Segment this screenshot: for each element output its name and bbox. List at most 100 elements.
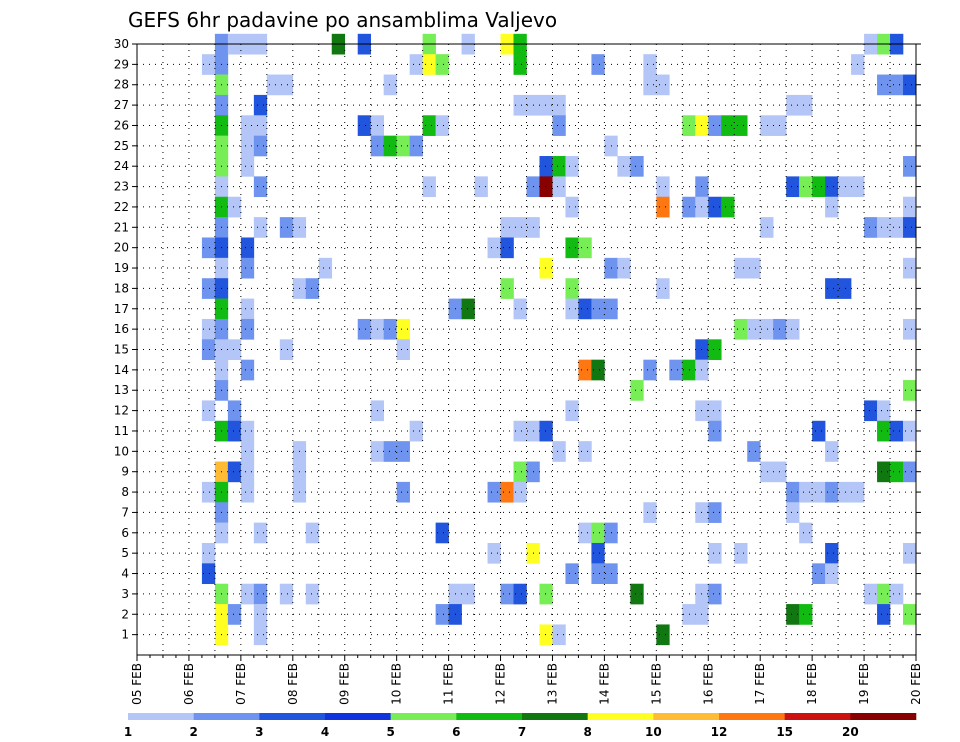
x-tick-label: 13 FEB (545, 663, 559, 705)
heatmap-cell (435, 522, 449, 544)
heatmap-cell (708, 542, 722, 564)
heatmap-cell (903, 156, 917, 177)
heatmap-cell (708, 502, 722, 523)
heatmap-cell (539, 583, 553, 605)
x-tick-label: 10 FEB (390, 663, 404, 705)
heatmap-cell (305, 278, 320, 299)
heatmap-cell (305, 583, 320, 605)
heatmap-cell (201, 339, 216, 360)
heatmap-cell (734, 542, 748, 564)
x-tick-label: 15 FEB (649, 663, 663, 705)
heatmap-cell (240, 441, 255, 462)
y-tick-label: 20 (114, 241, 129, 255)
heatmap-cell (409, 54, 423, 75)
heatmap-cell (903, 217, 917, 238)
heatmap-cell (435, 115, 449, 136)
heatmap-cell (565, 196, 579, 218)
heatmap-cell (513, 217, 527, 238)
heatmap-cell (747, 441, 761, 462)
heatmap-cell (838, 176, 852, 198)
heatmap-cell (539, 176, 553, 198)
heatmap-cell (890, 583, 904, 605)
heatmap-cell (474, 176, 488, 198)
colorbar-label: 4 (321, 725, 329, 739)
heatmap-cell (682, 604, 696, 625)
y-tick-label: 25 (114, 139, 129, 153)
heatmap-cell (825, 176, 839, 198)
heatmap-cell (513, 461, 527, 483)
heatmap-cell (877, 420, 891, 442)
y-tick-label: 12 (114, 404, 129, 418)
heatmap-cell (734, 115, 748, 136)
heatmap-cell (799, 176, 813, 198)
heatmap-cell (812, 481, 826, 503)
x-tick-label: 16 FEB (701, 663, 715, 705)
heatmap-cell (539, 156, 553, 177)
y-tick-label: 11 (114, 424, 129, 438)
heatmap-cell (734, 257, 748, 279)
heatmap-cell (500, 217, 514, 238)
heatmap-cell (253, 94, 268, 116)
heatmap-cell (864, 217, 878, 238)
heatmap-cell (708, 400, 722, 422)
heatmap-cell (838, 278, 852, 299)
heatmap-cell (383, 74, 397, 96)
colorbar-swatch (456, 713, 523, 720)
x-tick-label: 12 FEB (494, 663, 508, 705)
heatmap-cell (786, 502, 800, 523)
heatmap-cell (253, 115, 268, 136)
heatmap-cell (578, 359, 592, 381)
heatmap-cell (617, 156, 631, 177)
heatmap-cell (656, 196, 670, 218)
heatmap-cell (500, 278, 514, 299)
heatmap-cell (201, 542, 216, 564)
heatmap-cell (877, 217, 891, 238)
heatmap-cell (578, 441, 592, 462)
heatmap-cell (253, 522, 268, 544)
y-tick-label: 21 (114, 220, 129, 234)
heatmap-cell (240, 257, 255, 279)
heatmap-cell (513, 54, 527, 75)
heatmap-cell (799, 94, 813, 116)
heatmap-cell (552, 156, 566, 177)
heatmap-cell (877, 461, 891, 483)
heatmap-cell (513, 583, 527, 605)
heatmap-cell (903, 542, 917, 564)
y-tick-label: 9 (121, 465, 129, 479)
heatmap-cell (890, 217, 904, 238)
heatmap-cell (539, 94, 553, 116)
heatmap-cell (708, 420, 722, 442)
heatmap-cell (877, 604, 891, 625)
heatmap-cell (201, 400, 216, 422)
heatmap-cell (630, 583, 644, 605)
y-tick-label: 4 (121, 567, 129, 581)
heatmap-cell (409, 135, 423, 157)
heatmap-cell (760, 461, 774, 483)
colorbar-label: 10 (645, 725, 662, 739)
heatmap-cell (786, 481, 800, 503)
heatmap-cell (903, 461, 917, 483)
heatmap-cell (500, 583, 514, 605)
heatmap-cell (812, 176, 826, 198)
heatmap-cell (565, 298, 579, 320)
x-tick-label: 19 FEB (857, 663, 871, 705)
heatmap-cell (435, 54, 449, 75)
heatmap-cell (240, 420, 255, 442)
colorbar-swatch (259, 713, 326, 720)
colorbar-swatch (325, 713, 391, 720)
x-tick-label: 17 FEB (753, 663, 767, 705)
heatmap-cell (240, 115, 255, 136)
colorbar-swatch (587, 713, 654, 720)
heatmap-cell (240, 156, 255, 177)
heatmap-cell (721, 115, 735, 136)
y-axis: 1234567891011121314151617181920212223242… (114, 37, 921, 642)
heatmap-cell (799, 522, 813, 544)
heatmap-cell (643, 502, 657, 523)
heatmap-cell (305, 522, 320, 544)
heatmap-cell (253, 176, 268, 198)
heatmap-cell (708, 196, 722, 218)
heatmap-cell (227, 196, 242, 218)
heatmap-cell (253, 217, 268, 238)
colorbar-label: 8 (583, 725, 591, 739)
